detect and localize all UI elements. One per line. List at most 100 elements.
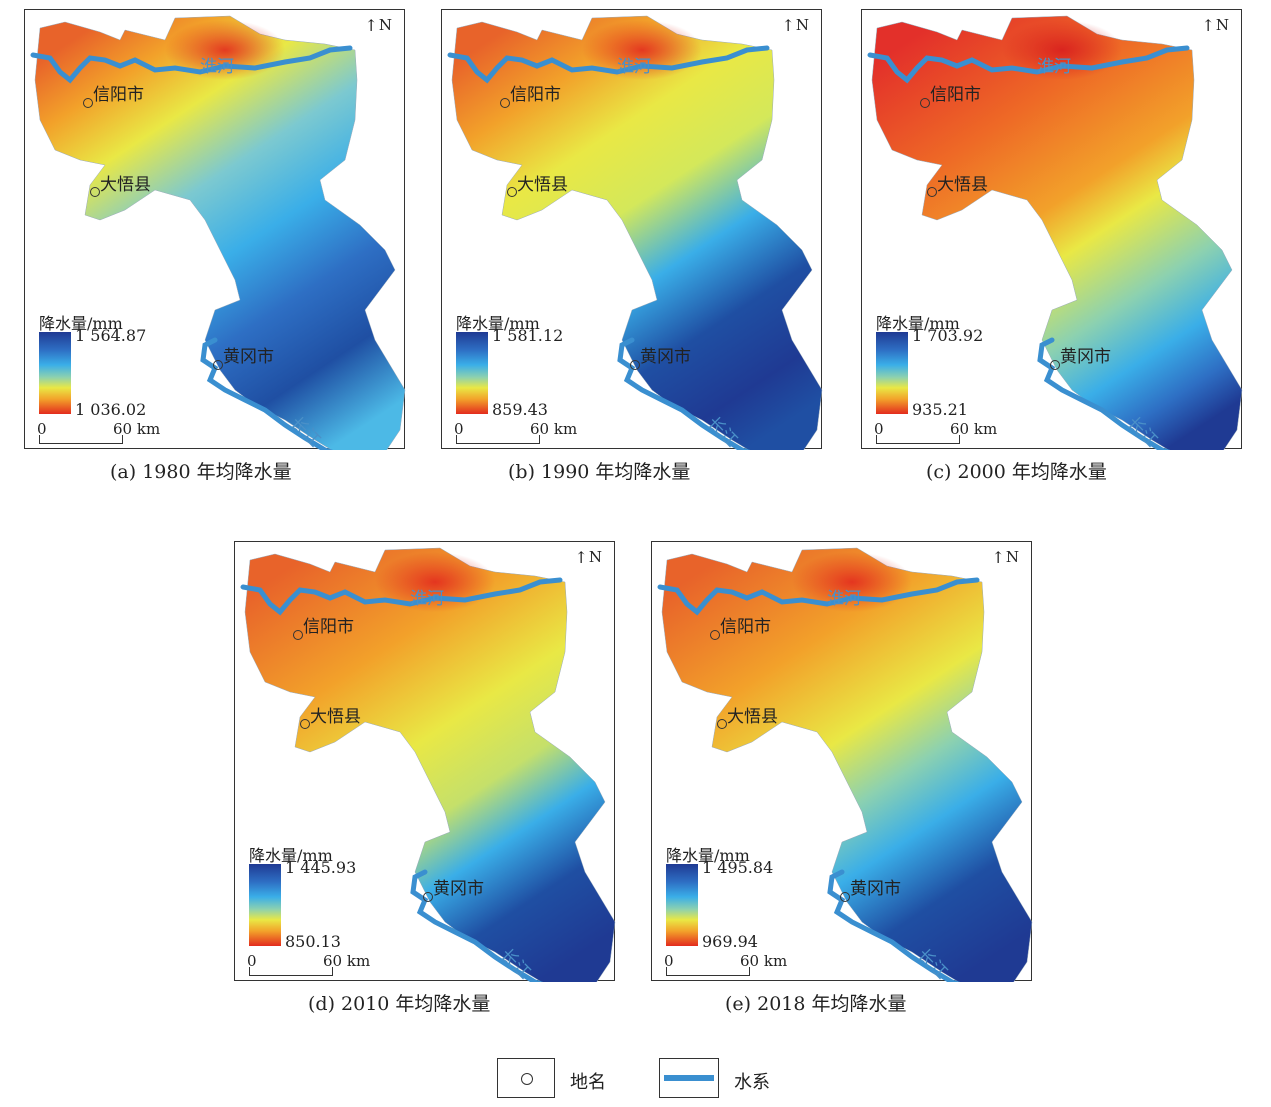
north-label: N xyxy=(795,16,809,34)
xinyang-dot xyxy=(293,630,303,640)
huaihe-label: 淮河 xyxy=(617,57,651,77)
huaihe-river xyxy=(30,45,353,84)
legend-title: 降水量/mm xyxy=(39,314,123,333)
scale-zero: 0 xyxy=(874,420,884,438)
scale-bar xyxy=(876,435,960,444)
huaihe-river xyxy=(657,577,980,616)
place-key-label: 地名 xyxy=(570,1072,606,1093)
legend-max: 1 445.93 xyxy=(285,858,357,877)
scale-bar xyxy=(249,967,333,976)
legend-title: 降水量/mm xyxy=(666,846,750,865)
legend-colorbar xyxy=(666,864,698,946)
huanggang-label: 黄冈市 xyxy=(433,879,484,899)
high-hotspot xyxy=(582,20,702,80)
legend-max: 1 495.84 xyxy=(702,858,774,877)
scale-zero: 0 xyxy=(454,420,464,438)
map-panel-b: ↑N 淮河 长江 信阳市 大悟县 黄冈市 降水量/mm 1 581.12 859… xyxy=(441,9,823,451)
xinyang-label: 信阳市 xyxy=(510,85,561,105)
high-hotspot xyxy=(375,552,495,612)
dawu-dot xyxy=(90,187,100,197)
xinyang-dot xyxy=(710,630,720,640)
panel-caption-a: (a) 1980 年均降水量 xyxy=(110,461,292,483)
huaihe-river xyxy=(447,45,770,84)
dawu-label: 大悟县 xyxy=(517,175,568,195)
scale-sixty: 60 km xyxy=(113,420,161,438)
huaihe-label: 淮河 xyxy=(410,589,444,609)
huanggang-label: 黄冈市 xyxy=(223,347,274,367)
north-label: N xyxy=(378,16,392,34)
huaihe-label: 淮河 xyxy=(827,589,861,609)
high-hotspot xyxy=(1002,20,1122,80)
huaihe-river xyxy=(240,577,563,616)
xinyang-label: 信阳市 xyxy=(303,617,354,637)
water-key-symbol xyxy=(664,1075,714,1081)
xinyang-label: 信阳市 xyxy=(720,617,771,637)
map-panel-a: ↑N 淮河 长江 信阳市 大悟县 黄冈市 降水量/mm 1 564.87 1 0… xyxy=(24,9,406,451)
scale-sixty: 60 km xyxy=(740,952,788,970)
north-arrow-icon: ↑ xyxy=(781,16,795,35)
scale-bar xyxy=(456,435,540,444)
legend-title: 降水量/mm xyxy=(249,846,333,865)
legend-min: 935.21 xyxy=(912,400,968,419)
north-label: N xyxy=(1005,548,1019,566)
place-key-symbol xyxy=(521,1073,533,1085)
panel-caption-d: (d) 2010 年均降水量 xyxy=(308,993,491,1015)
map-svg xyxy=(867,15,1243,450)
map-svg xyxy=(657,547,1033,982)
scale-zero: 0 xyxy=(664,952,674,970)
high-hotspot xyxy=(792,552,912,612)
water-key-box xyxy=(659,1058,719,1098)
legend-colorbar xyxy=(39,332,71,414)
changjiang-river xyxy=(1037,337,1171,450)
dawu-label: 大悟县 xyxy=(310,707,361,727)
north-arrow: ↑N xyxy=(781,16,809,35)
xinyang-dot xyxy=(500,98,510,108)
north-label: N xyxy=(1215,16,1229,34)
north-arrow: ↑N xyxy=(991,548,1019,567)
huaihe-label: 淮河 xyxy=(1037,57,1071,77)
scale-zero: 0 xyxy=(37,420,47,438)
north-arrow-icon: ↑ xyxy=(364,16,378,35)
dawu-dot xyxy=(300,719,310,729)
dawu-dot xyxy=(717,719,727,729)
huanggang-label: 黄冈市 xyxy=(640,347,691,367)
changjiang-river xyxy=(410,869,544,982)
north-arrow: ↑N xyxy=(364,16,392,35)
north-label: N xyxy=(588,548,602,566)
dawu-label: 大悟县 xyxy=(937,175,988,195)
xinyang-dot xyxy=(83,98,93,108)
huanggang-label: 黄冈市 xyxy=(1060,347,1111,367)
changjiang-river xyxy=(200,337,334,450)
place-key-box xyxy=(497,1058,555,1098)
legend-colorbar xyxy=(456,332,488,414)
huanggang-dot xyxy=(1050,360,1060,370)
map-svg xyxy=(240,547,616,982)
high-hotspot xyxy=(165,20,285,80)
legend-title: 降水量/mm xyxy=(456,314,540,333)
changjiang-river xyxy=(827,869,961,982)
legend-colorbar xyxy=(876,332,908,414)
north-arrow: ↑N xyxy=(1201,16,1229,35)
huanggang-dot xyxy=(630,360,640,370)
scale-zero: 0 xyxy=(247,952,257,970)
north-arrow-icon: ↑ xyxy=(1201,16,1215,35)
huanggang-dot xyxy=(213,360,223,370)
north-arrow: ↑N xyxy=(574,548,602,567)
legend-colorbar xyxy=(249,864,281,946)
dawu-label: 大悟县 xyxy=(727,707,778,727)
water-key-label: 水系 xyxy=(734,1072,770,1093)
huanggang-dot xyxy=(423,892,433,902)
panel-caption-b: (b) 1990 年均降水量 xyxy=(508,461,691,483)
map-panel-c: ↑N 淮河 长江 信阳市 大悟县 黄冈市 降水量/mm 1 703.92 935… xyxy=(861,9,1243,451)
huaihe-label: 淮河 xyxy=(200,57,234,77)
changjiang-river xyxy=(617,337,751,450)
map-panel-e: ↑N 淮河 长江 信阳市 大悟县 黄冈市 降水量/mm 1 495.84 969… xyxy=(651,541,1033,983)
panel-caption-e: (e) 2018 年均降水量 xyxy=(725,993,907,1015)
huaihe-river xyxy=(867,45,1190,84)
legend-max: 1 564.87 xyxy=(75,326,147,345)
scale-sixty: 60 km xyxy=(530,420,578,438)
dawu-label: 大悟县 xyxy=(100,175,151,195)
scale-sixty: 60 km xyxy=(323,952,371,970)
xinyang-dot xyxy=(920,98,930,108)
legend-max: 1 703.92 xyxy=(912,326,984,345)
